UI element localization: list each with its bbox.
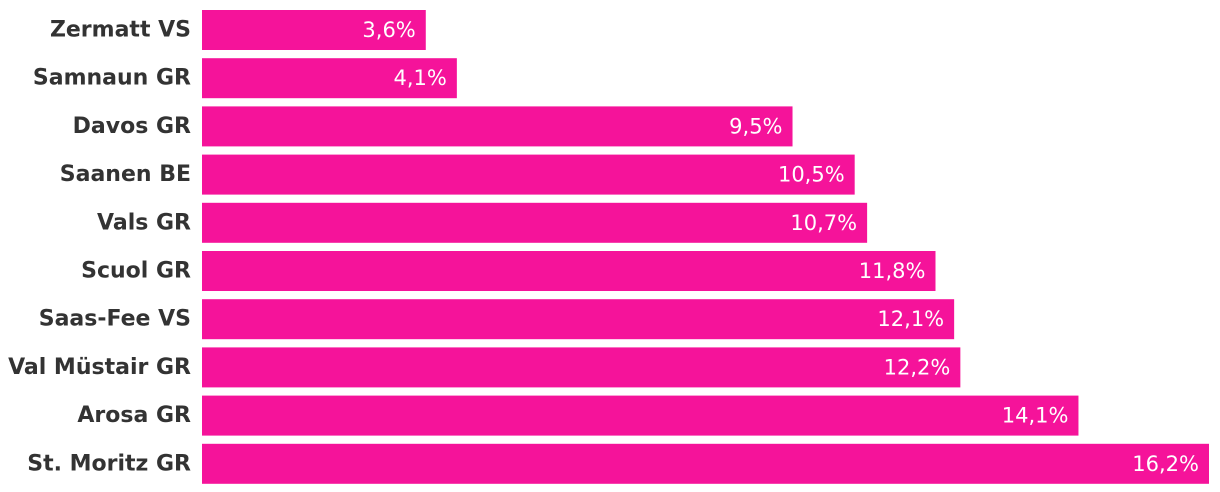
bar (202, 395, 1079, 436)
bar (202, 106, 793, 147)
category-label: St. Moritz GR (27, 451, 191, 476)
value-label: 10,7% (790, 211, 857, 235)
bar (202, 299, 955, 340)
value-label: 9,5% (729, 114, 782, 138)
value-label: 10,5% (778, 163, 845, 187)
bar (202, 251, 936, 291)
bar (202, 443, 1209, 484)
category-label: Samnaun GR (33, 66, 191, 91)
value-label: 12,1% (877, 307, 944, 331)
value-label: 3,6% (362, 18, 415, 42)
value-label: 14,1% (1002, 404, 1069, 428)
bar (202, 154, 855, 195)
value-label: 16,2% (1132, 452, 1199, 476)
category-label: Vals GR (97, 210, 191, 235)
bar (202, 10, 426, 50)
bar (202, 58, 457, 99)
category-label: Saas-Fee VS (39, 307, 191, 332)
bar (202, 202, 868, 243)
category-label: Scuol GR (81, 259, 191, 284)
category-label: Davos GR (73, 114, 191, 139)
value-label: 11,8% (859, 259, 926, 283)
category-label: Val Müstair GR (8, 355, 191, 380)
bar (202, 347, 961, 388)
category-label: Zermatt VS (50, 18, 191, 43)
value-label: 12,2% (884, 355, 951, 379)
value-label: 4,1% (393, 66, 446, 90)
category-label: Arosa GR (77, 403, 191, 428)
category-label: Saanen BE (60, 162, 191, 187)
